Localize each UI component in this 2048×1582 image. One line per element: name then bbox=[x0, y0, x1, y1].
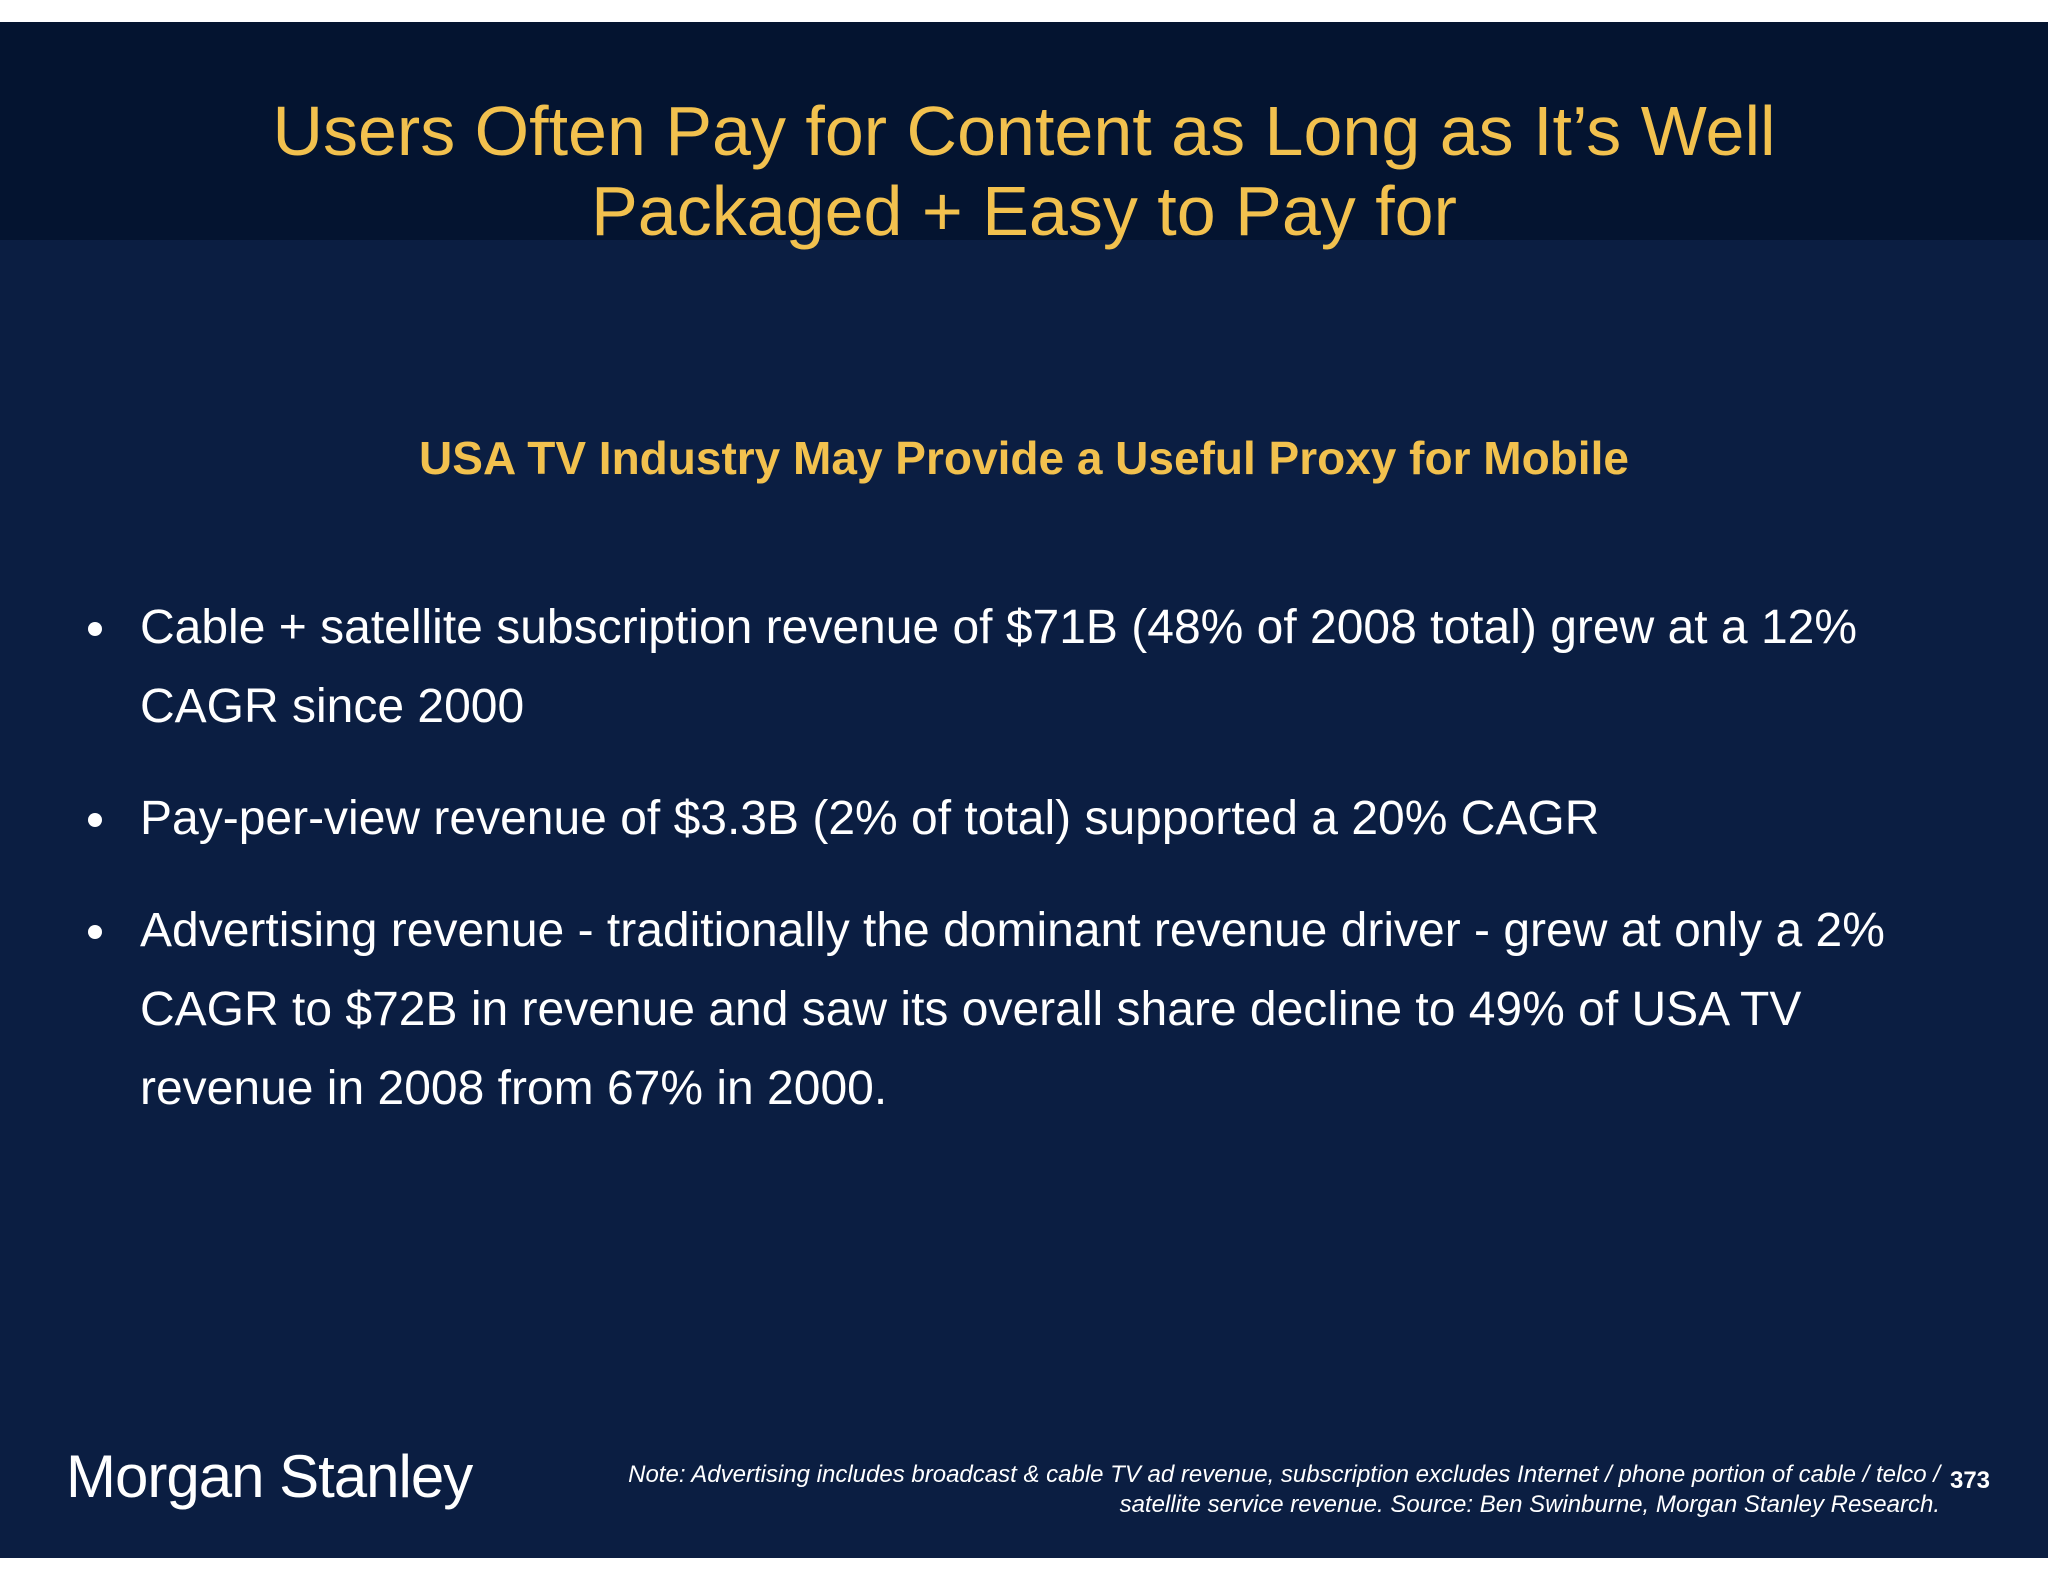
slide: Users Often Pay for Content as Long as I… bbox=[0, 22, 2048, 1558]
bullet-item: Advertising revenue - traditionally the … bbox=[82, 891, 1982, 1128]
page-number: 373 bbox=[1949, 1467, 1991, 1494]
bullet-text: Advertising revenue - traditionally the … bbox=[140, 904, 1885, 1115]
morgan-stanley-logo: Morgan Stanley bbox=[66, 1443, 473, 1510]
title-band: Users Often Pay for Content as Long as I… bbox=[0, 22, 2048, 250]
slide-title-line-2: Packaged + Easy to Pay for bbox=[591, 171, 1457, 250]
slide-subtitle: USA TV Industry May Provide a Useful Pro… bbox=[419, 432, 1629, 484]
footnote-line-1: Note: Advertising includes broadcast & c… bbox=[628, 1461, 1940, 1488]
footnote-line-2: satellite service revenue. Source: Ben S… bbox=[1119, 1491, 1940, 1518]
slide-title: Users Often Pay for Content as Long as I… bbox=[0, 91, 2048, 251]
bullet-item: Pay-per-view revenue of $3.3B (2% of tot… bbox=[82, 779, 1982, 858]
bullet-dot-icon bbox=[88, 622, 102, 636]
bullet-text: Pay-per-view revenue of $3.3B (2% of tot… bbox=[140, 792, 1600, 845]
bullet-item: Cable + satellite subscription revenue o… bbox=[82, 588, 1982, 746]
slide-title-line-1: Users Often Pay for Content as Long as I… bbox=[272, 91, 1776, 170]
bullet-list: Cable + satellite subscription revenue o… bbox=[82, 588, 1982, 1161]
bullet-dot-icon bbox=[88, 925, 102, 939]
bullet-dot-icon bbox=[88, 813, 102, 827]
footnote: Note: Advertising includes broadcast & c… bbox=[520, 1460, 1940, 1520]
bullet-text: Cable + satellite subscription revenue o… bbox=[140, 601, 1858, 733]
